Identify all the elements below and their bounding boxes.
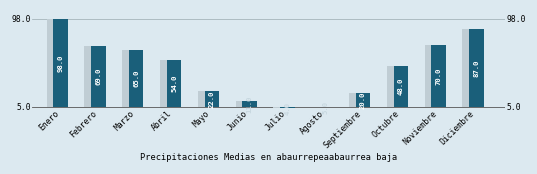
Text: 48.0: 48.0 [398,78,404,95]
Bar [122,50,136,107]
Text: 4.0: 4.0 [285,102,291,115]
Bar [469,29,484,107]
Text: 70.0: 70.0 [436,67,441,85]
Text: 11.0: 11.0 [246,95,252,113]
Bar [84,46,99,107]
Bar [242,101,257,107]
X-axis label: Precipitaciones Medias en abaurrepeaabaurrea baja: Precipitaciones Medias en abaurrepeaabau… [140,153,397,162]
Bar [53,19,68,107]
Bar [129,50,143,107]
Text: 20.0: 20.0 [360,91,366,109]
Text: 65.0: 65.0 [133,70,139,87]
Bar [273,107,288,108]
Text: 5.0: 5.0 [322,101,328,114]
Text: 22.0: 22.0 [209,90,215,108]
Bar [431,45,446,107]
Bar [198,91,212,107]
Bar [160,60,175,107]
Bar [349,93,364,107]
Text: 69.0: 69.0 [96,68,101,85]
Bar [394,66,408,107]
Bar [356,93,370,107]
Text: 98.0: 98.0 [57,54,63,72]
Bar [47,19,61,107]
Bar [387,66,401,107]
Bar [425,45,439,107]
Bar [462,29,477,107]
Bar [280,107,295,108]
Text: 87.0: 87.0 [474,59,480,77]
Bar [91,46,106,107]
Bar [205,91,219,107]
Bar [167,60,181,107]
Text: 54.0: 54.0 [171,75,177,92]
Bar [236,101,250,107]
